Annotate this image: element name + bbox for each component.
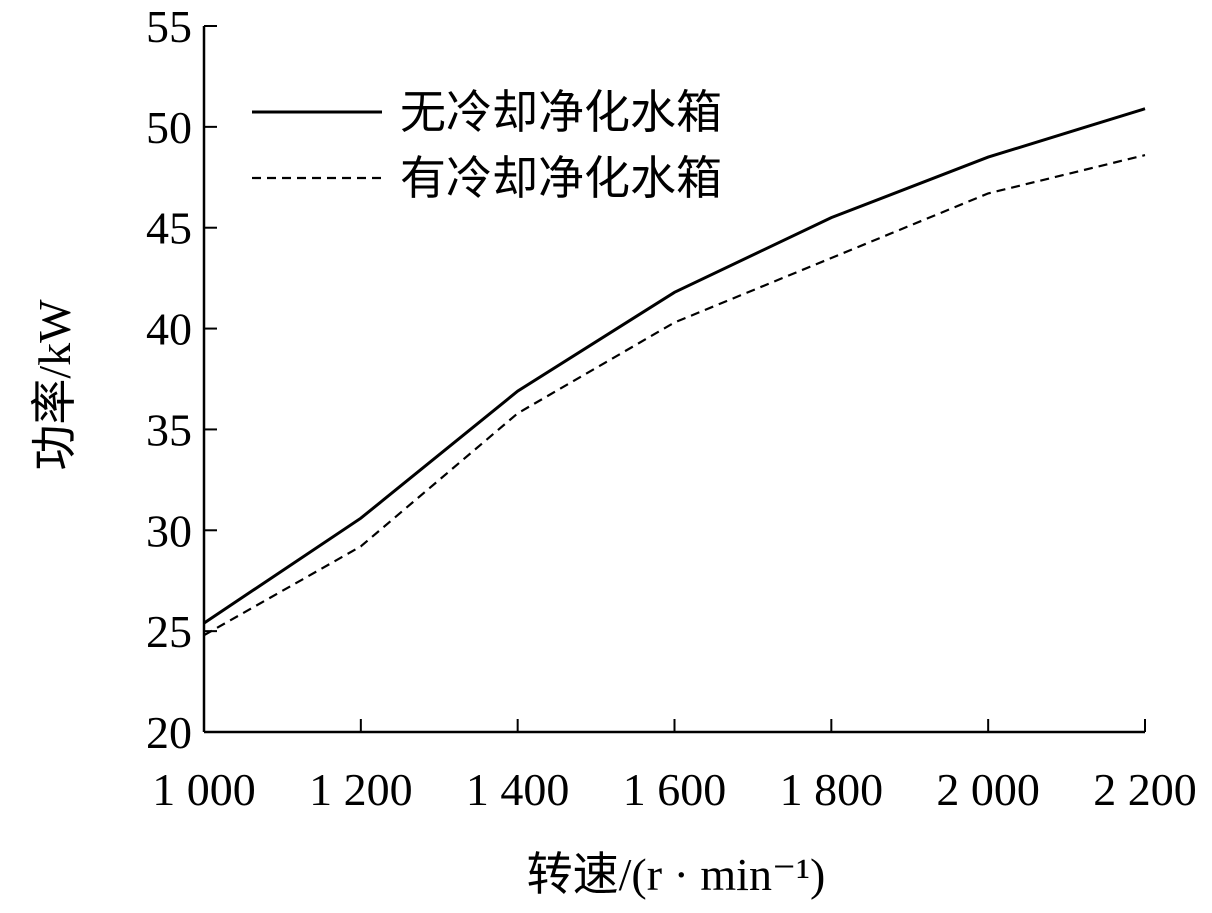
x-tick-label: 1 600 [623, 764, 727, 815]
y-tick-label: 35 [146, 404, 192, 455]
x-tick-label: 1 400 [466, 764, 570, 815]
series-line-1 [203, 107, 1146, 625]
y-tick-label: 25 [146, 606, 192, 657]
y-tick-label: 20 [146, 707, 192, 758]
y-tick-label: 40 [146, 304, 192, 355]
y-ticks: 20 25 30 35 40 45 50 55 [146, 1, 217, 758]
legend-label-2: 有冷却净化水箱 [400, 153, 722, 204]
x-tick-label: 1 200 [309, 764, 413, 815]
y-axis-label: 功率/kW [29, 299, 80, 471]
y-tick-label: 50 [146, 102, 192, 153]
x-axis-label: 转速/(r · min⁻¹) [527, 849, 826, 900]
y-tick-label: 55 [146, 1, 192, 52]
y-tick-label: 30 [146, 505, 192, 556]
legend-label-1: 无冷却净化水箱 [400, 87, 722, 138]
x-tick-label: 1 000 [152, 764, 256, 815]
y-tick-label: 45 [146, 203, 192, 254]
x-tick-label: 1 800 [780, 764, 884, 815]
x-ticks: 1 000 1 200 1 400 1 600 1 800 2 000 2 200 [152, 719, 1197, 815]
series-group [203, 107, 1146, 637]
series-line-2 [203, 154, 1146, 637]
x-tick-label: 2 200 [1093, 764, 1197, 815]
x-tick-label: 2 000 [936, 764, 1040, 815]
